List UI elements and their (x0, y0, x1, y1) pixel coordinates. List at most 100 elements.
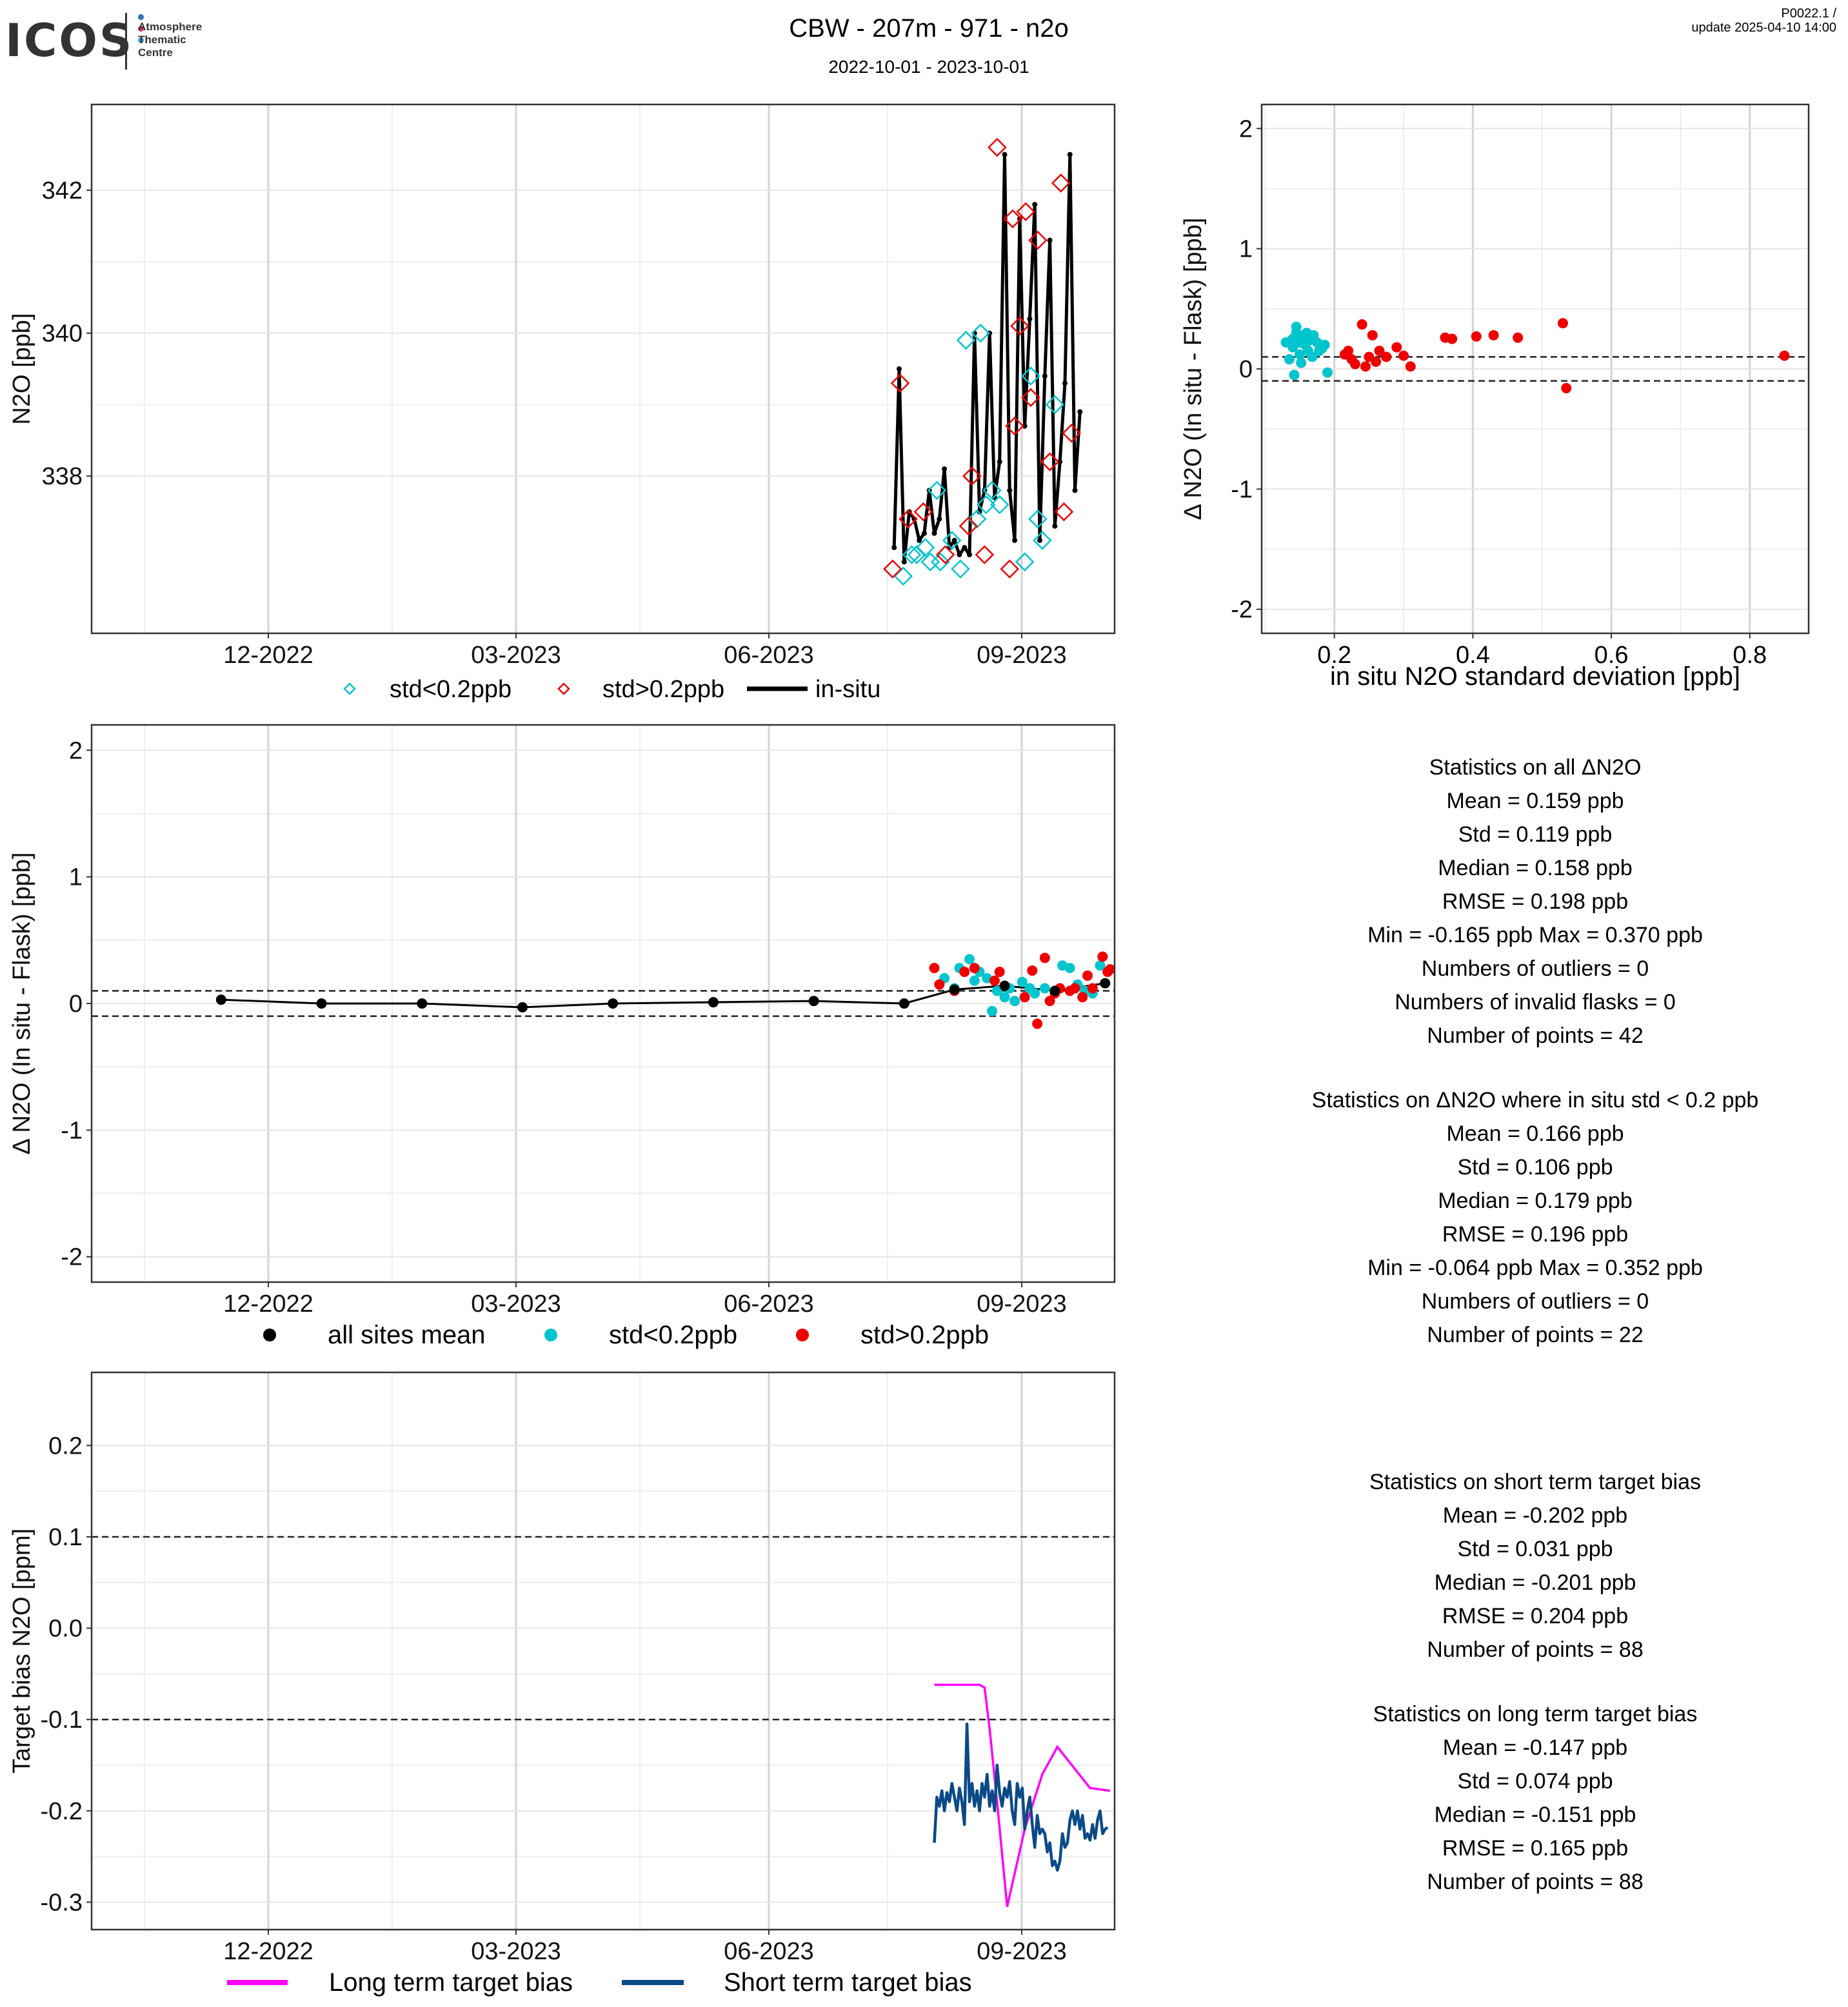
flask-high-std-marker (1028, 230, 1048, 250)
y-tick-label: 0 (1239, 356, 1253, 383)
delta-timeseries-panel: -2 -1 0 1 2 12-2022 03-2023 06-2023 09-2023 Δ N2O… (8, 724, 1116, 1349)
stats-short-title: Statistics on short term target bias (1369, 1470, 1701, 1494)
flask-high-std-marker (899, 509, 918, 529)
stats-short-median: Median = -0.201 ppb (1434, 1570, 1636, 1595)
high-std-point (1105, 964, 1116, 974)
y-tick-label: 0.0 (48, 1616, 83, 1643)
y-tick-label: -0.2 (41, 1798, 83, 1825)
high-std-point (1097, 951, 1108, 962)
insitu-point (1072, 488, 1078, 493)
y-tick-label: 2 (1239, 115, 1253, 143)
flask-low-std-marker (1021, 366, 1040, 386)
stats-lowstd-rmse: RMSE = 0.196 ppb (1442, 1222, 1629, 1247)
stats-lowstd-panel: Statistics on ΔN2O where in situ std < 0… (1213, 1083, 1848, 1352)
stats-long-std: Std = 0.074 ppb (1457, 1769, 1613, 1794)
low-std-point (1289, 370, 1300, 381)
low-std-point (1029, 988, 1040, 999)
flask-high-std-marker (962, 466, 982, 486)
logo-sub-3: Centre (138, 46, 173, 59)
legend-mean-label: all sites mean (328, 1321, 486, 1349)
legend-high-std-label: std>0.2ppb (860, 1321, 989, 1349)
insitu-line (892, 153, 1082, 564)
insitu-point (951, 537, 957, 543)
flask-low-std-marker (942, 531, 962, 550)
high-std-point (994, 966, 1005, 977)
insitu-point (1017, 216, 1022, 222)
high-std-point (1371, 356, 1382, 367)
insitu-point (891, 545, 897, 551)
stats-all-invalid: Numbers of invalid flasks = 0 (1395, 990, 1676, 1014)
low-std-point (1291, 321, 1302, 332)
high-std-point (1471, 331, 1482, 342)
insitu-point (1032, 202, 1038, 208)
flask-high-std-marker (1054, 502, 1074, 522)
insitu-point (1027, 316, 1033, 322)
flask-low-std-marker (915, 538, 935, 557)
y-tick-label: 2 (69, 737, 83, 764)
stats-short-mean: Mean = -0.202 ppb (1442, 1503, 1628, 1528)
all-sites-mean-point (215, 994, 226, 1005)
all-sites-mean-point (608, 998, 619, 1009)
stats-short-rmse: RMSE = 0.204 ppb (1442, 1604, 1629, 1628)
insitu-point (1047, 237, 1053, 243)
stats-long-points: Number of points = 88 (1427, 1870, 1644, 1894)
x-tick-label: 0.2 (1317, 642, 1351, 669)
legend-low-std-icon (544, 1329, 557, 1341)
insitu-point (1077, 409, 1083, 415)
y-tick-label: -1 (1231, 476, 1253, 503)
low-std-point (1319, 339, 1330, 350)
high-std-point (1398, 350, 1409, 361)
stats-lowstd-points: Number of points = 22 (1427, 1323, 1644, 1347)
stats-lowstd-title: Statistics on ΔN2O where in situ std < 0… (1311, 1088, 1759, 1112)
x-tick-label: 0.6 (1595, 642, 1629, 669)
x-tick-label: 0.4 (1456, 642, 1490, 669)
insitu-point (977, 509, 982, 515)
high-std-point (1087, 983, 1098, 994)
low-std-point (1009, 996, 1020, 1007)
stats-lowstd-outliers: Numbers of outliers = 0 (1421, 1289, 1649, 1314)
x-tick-label: 12-2022 (223, 1938, 313, 1965)
y-tick-label: 1 (69, 864, 83, 891)
scatter-std-panel: -2 -1 0 1 2 0.2 0.4 0.6 0.8in situ N2O standard … (1180, 103, 1810, 691)
high-std-point (1077, 992, 1088, 1003)
stats-lowstd-mean: Mean = 0.166 ppb (1446, 1122, 1624, 1146)
logo-dots-icon (138, 12, 146, 46)
y-tick-label: 338 (42, 463, 83, 490)
y-tick-label: -1 (61, 1117, 83, 1144)
flask-high-std-marker (988, 137, 1007, 157)
short-term-bias-line (933, 1723, 1109, 1872)
low-std-point (987, 1005, 998, 1016)
x-tick-label: 06-2023 (724, 1290, 813, 1318)
flask-high-std-marker (1021, 388, 1040, 408)
low-std-point (1095, 960, 1106, 971)
all-sites-mean-point (808, 996, 819, 1007)
y-axis-label: Target bias N2O [ppm] (8, 1528, 35, 1774)
legend-short-term-label: Short term target bias (724, 1968, 972, 1997)
flask-low-std-marker (989, 495, 1009, 515)
flask-high-std-marker (1040, 452, 1060, 471)
high-std-point (1343, 346, 1354, 357)
x-tick-label: 09-2023 (977, 642, 1066, 669)
stats-all-points: Number of points = 42 (1427, 1023, 1644, 1048)
y-axis-label: Δ N2O (In situ - Flask) [ppb] (8, 853, 35, 1155)
long-term-bias-line (934, 1683, 1111, 1907)
page-title: CBW - 207m - 971 - n2o (789, 14, 1069, 43)
insitu-point (921, 530, 927, 536)
x-tick-label: 03-2023 (471, 1290, 561, 1318)
all-sites-mean-point (417, 998, 428, 1009)
legend-mean-icon (263, 1329, 276, 1341)
flask-low-std-marker (971, 323, 990, 343)
flask-low-std-marker (1028, 509, 1048, 529)
y-axis-label: N2O [ppb] (8, 313, 35, 424)
panel-border (90, 1371, 1116, 1931)
low-std-point (1296, 357, 1307, 368)
flask-low-std-marker (1045, 395, 1065, 415)
high-std-point (1557, 318, 1568, 329)
flask-high-std-marker (935, 545, 955, 564)
high-std-point (1779, 350, 1790, 361)
flask-low-std-marker (1033, 531, 1052, 550)
y-tick-label: 0.1 (48, 1524, 83, 1551)
flask-high-std-marker (1016, 202, 1035, 221)
stats-lowstd-minmax: Min = -0.064 ppb Max = 0.352 ppb (1367, 1256, 1703, 1280)
insitu-point (1022, 423, 1028, 429)
